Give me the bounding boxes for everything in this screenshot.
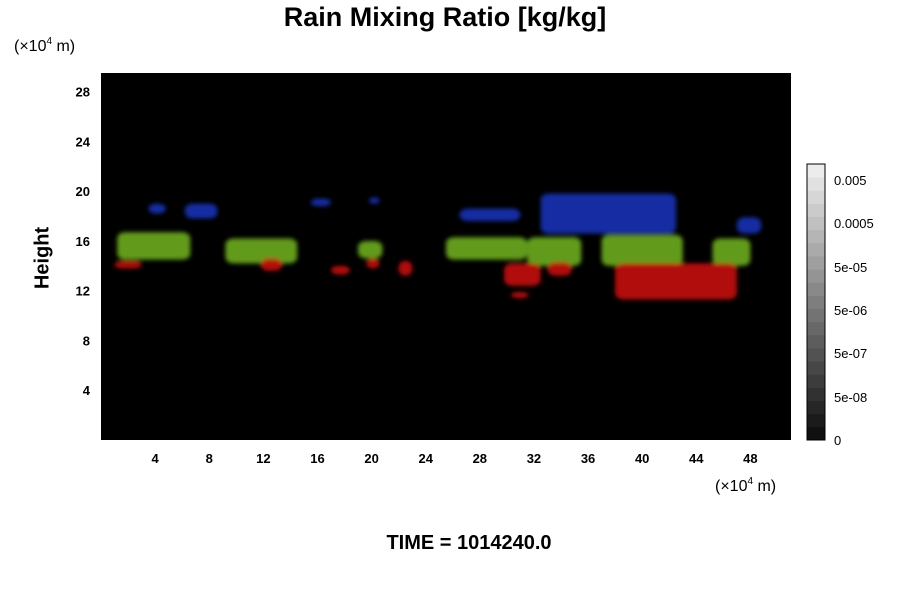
upper-layer-region-6 bbox=[736, 217, 762, 234]
lower-layer-region-19 bbox=[504, 263, 541, 286]
x-tick-label: 36 bbox=[581, 451, 595, 466]
colorbar-swatch bbox=[807, 177, 825, 191]
colorbar-swatch bbox=[807, 308, 825, 323]
colorbar-tick-label: 0 bbox=[834, 433, 841, 448]
y-tick-label: 16 bbox=[76, 234, 90, 249]
colorbar-frame bbox=[806, 163, 826, 441]
colorbar-swatch bbox=[807, 282, 825, 296]
x-tick-label: 40 bbox=[635, 451, 649, 466]
upper-layer-region-4 bbox=[459, 208, 521, 222]
colorbar-swatch bbox=[807, 387, 825, 401]
x-tick-label: 24 bbox=[418, 451, 433, 466]
x-tick-label: 20 bbox=[364, 451, 378, 466]
x-tick-label: 28 bbox=[473, 451, 487, 466]
colorbar-tick-label: 5e-06 bbox=[834, 303, 867, 318]
y-tick-label: 28 bbox=[76, 85, 90, 100]
upper-layer-region-5 bbox=[540, 193, 676, 234]
x-axis: 4 8 12 16 20 24 28 32 36 40 44 48 bbox=[152, 451, 758, 466]
x-tick-label: 32 bbox=[527, 451, 541, 466]
colorbar-tick-label: 0.0005 bbox=[834, 216, 874, 231]
colorbar-swatch bbox=[807, 374, 825, 388]
colorbar-swatch bbox=[807, 203, 825, 217]
middle-layer-region-10 bbox=[446, 237, 528, 260]
time-label: TIME = 1014240.0 bbox=[386, 532, 552, 554]
lower-layer-region-18 bbox=[398, 260, 413, 276]
x-tick-label: 8 bbox=[206, 451, 213, 466]
colorbar-swatch bbox=[807, 334, 825, 349]
y-axis-unit: (×104 m) bbox=[14, 36, 76, 55]
upper-layer-region-0 bbox=[148, 203, 166, 214]
lower-layer-region-17 bbox=[366, 258, 380, 269]
colorbar-tick-label: 5e-05 bbox=[834, 260, 867, 275]
upper-layer-region-2 bbox=[310, 198, 331, 207]
lower-layer-region-20 bbox=[547, 262, 572, 276]
middle-layer-region-8 bbox=[225, 238, 298, 264]
lower-layer-region-14 bbox=[114, 260, 142, 269]
y-tick-label: 20 bbox=[76, 184, 90, 199]
y-tick-label: 8 bbox=[83, 333, 90, 348]
y-tick-label: 24 bbox=[76, 134, 91, 149]
colorbar-swatch bbox=[807, 269, 825, 283]
x-tick-label: 48 bbox=[743, 451, 757, 466]
x-tick-label: 4 bbox=[152, 451, 160, 466]
colorbar-tick-label: 5e-07 bbox=[834, 346, 867, 361]
upper-layer-region-1 bbox=[184, 203, 218, 219]
x-tick-label: 16 bbox=[310, 451, 324, 466]
colorbar-swatch bbox=[807, 361, 825, 375]
lower-layer-region-22 bbox=[510, 291, 529, 299]
precipitation-regions bbox=[114, 193, 762, 300]
colorbar-swatch bbox=[807, 348, 825, 362]
middle-layer-region-12 bbox=[601, 234, 683, 266]
y-tick-label: 4 bbox=[83, 383, 91, 398]
lower-layer-region-16 bbox=[331, 265, 350, 275]
chart-title: Rain Mixing Ratio [kg/kg] bbox=[283, 2, 607, 32]
colorbar: 0.005 0.0005 5e-05 5e-06 5e-07 5e-08 0 bbox=[806, 163, 874, 448]
middle-layer-region-11 bbox=[527, 237, 582, 266]
colorbar-swatch bbox=[807, 321, 825, 336]
colorbar-swatch bbox=[807, 164, 825, 178]
lower-layer-region-15 bbox=[260, 258, 283, 271]
middle-layer-region-7 bbox=[117, 232, 191, 260]
x-axis-unit: (×104 m) bbox=[715, 476, 777, 495]
colorbar-swatch bbox=[807, 190, 825, 204]
plot-area bbox=[101, 73, 791, 440]
x-tick-label: 44 bbox=[689, 451, 704, 466]
lower-layer-region-21 bbox=[615, 263, 737, 300]
y-axis: 4 8 12 16 20 24 28 bbox=[76, 85, 91, 399]
colorbar-tick-label: 0.005 bbox=[834, 173, 867, 188]
colorbar-swatch bbox=[807, 400, 825, 415]
middle-layer-region-13 bbox=[712, 238, 751, 266]
colorbar-swatch bbox=[807, 216, 825, 231]
colorbar-swatch bbox=[807, 295, 825, 309]
colorbar-swatch bbox=[807, 256, 825, 270]
upper-layer-region-3 bbox=[368, 197, 380, 204]
x-tick-label: 12 bbox=[256, 451, 270, 466]
colorbar-swatch bbox=[807, 413, 825, 428]
middle-layer-region-9 bbox=[358, 240, 383, 259]
y-tick-label: 12 bbox=[76, 284, 90, 299]
colorbar-swatch bbox=[807, 426, 825, 441]
colorbar-swatch bbox=[807, 229, 825, 244]
colorbar-swatch bbox=[807, 242, 825, 257]
colorbar-tick-label: 5e-08 bbox=[834, 390, 867, 405]
